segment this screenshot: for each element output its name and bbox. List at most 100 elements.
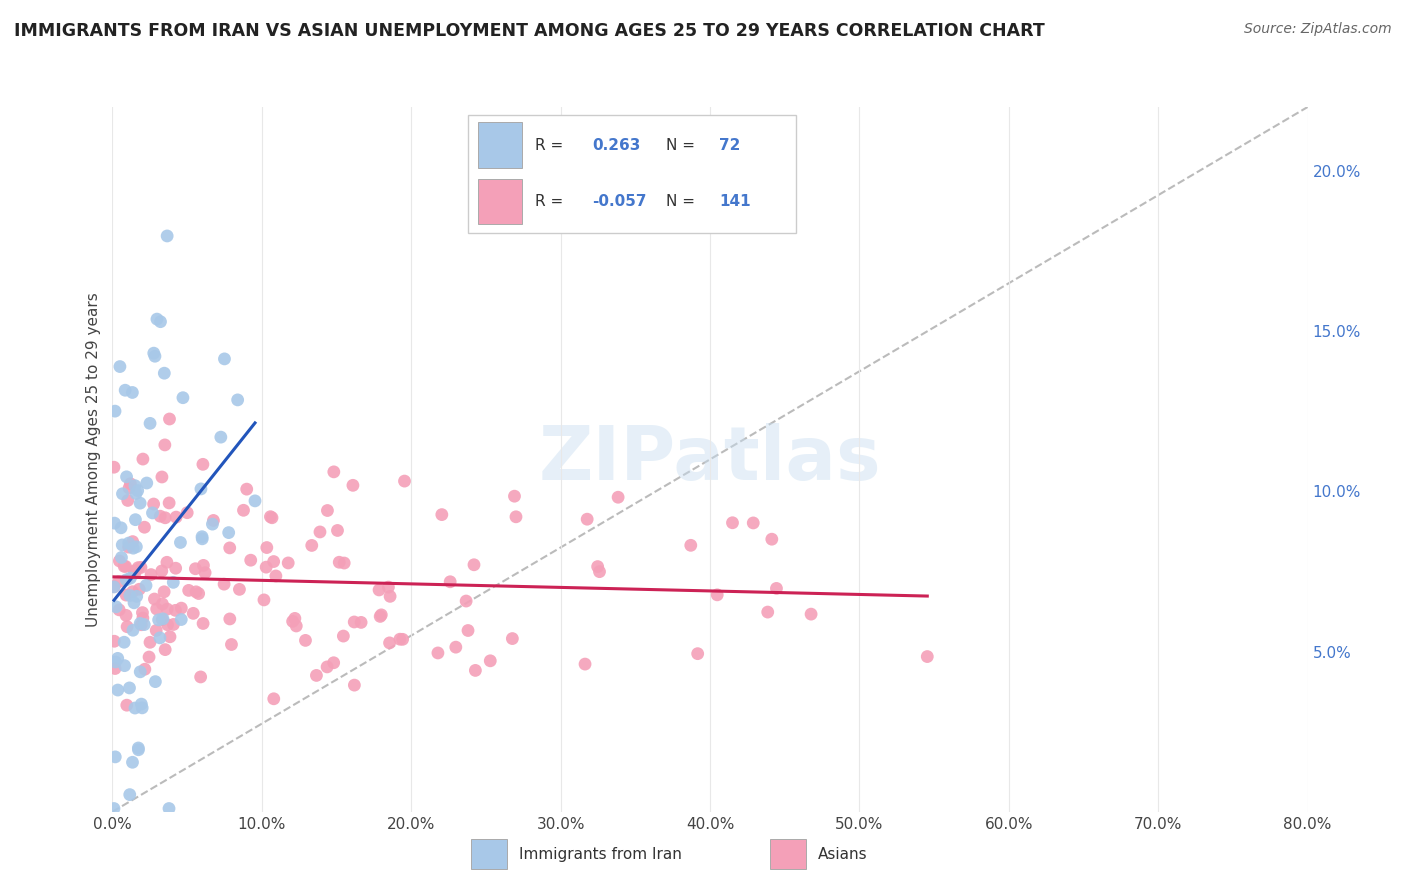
Point [138,650,160,665]
Point [124,564,146,578]
Point [378,636,401,650]
Point [457,624,479,638]
Point [110,521,132,535]
Point [107,651,129,665]
Point [181,607,204,621]
Point [118,788,141,802]
Point [118,681,141,695]
Point [277,556,299,570]
Point [191,458,214,472]
Point [150,564,173,578]
Point [142,497,165,511]
Point [132,452,155,467]
Point [218,612,240,626]
Point [170,601,193,615]
Point [260,510,283,524]
Point [343,615,366,629]
Point [333,556,356,570]
Point [256,541,278,555]
Point [232,503,254,517]
Point [226,392,249,407]
Point [176,506,198,520]
Point [201,517,224,532]
Point [122,541,145,556]
Point [117,540,139,554]
Point [153,366,176,380]
Point [134,662,156,676]
Point [439,574,461,589]
Point [108,359,131,374]
Point [125,486,148,500]
Point [243,494,266,508]
Point [150,613,173,627]
Point [309,524,332,539]
Point [111,487,134,501]
Point [146,312,169,326]
Point [209,430,232,444]
Point [115,588,138,602]
Point [191,530,214,544]
Point [162,575,184,590]
Point [135,578,157,592]
Point [104,404,127,418]
Point [139,567,162,582]
Point [159,412,181,426]
Point [111,538,134,552]
Point [150,470,173,484]
Point [576,512,599,526]
Point [170,613,193,627]
Point [187,586,209,600]
Point [193,558,215,573]
Point [142,346,165,360]
Point [501,632,523,646]
Point [124,513,146,527]
Point [122,624,145,638]
Point [121,584,143,599]
Point [378,590,401,604]
Point [157,801,180,815]
Point [145,602,167,616]
Point [127,743,149,757]
Y-axis label: Unemployment Among Ages 25 to 29 years: Unemployment Among Ages 25 to 29 years [86,292,101,627]
Text: ZIPatlas: ZIPatlas [538,423,882,496]
Point [742,516,765,530]
Point [305,668,328,682]
Point [149,509,172,524]
Point [125,540,148,554]
Point [115,620,138,634]
Point [118,536,141,550]
Point [118,589,141,603]
Point [103,460,125,475]
Point [505,509,527,524]
Point [131,697,153,711]
Point [184,584,207,599]
Point [586,559,609,574]
Point [112,635,135,649]
Point [125,590,148,604]
Point [221,638,243,652]
Point [152,612,174,626]
Point [426,646,449,660]
Point [129,665,152,679]
Point [172,391,194,405]
Point [104,661,127,675]
Point [115,608,138,623]
Point [153,510,176,524]
Point [112,559,135,574]
Point [285,619,308,633]
Point [391,632,413,647]
Point [153,642,176,657]
Point [212,577,235,591]
Point [194,566,217,580]
Point [103,516,125,530]
Point [131,606,153,620]
Point [456,594,478,608]
Point [706,588,728,602]
Point [131,617,153,632]
Point [253,593,276,607]
Point [322,465,344,479]
Point [284,611,307,625]
Point [131,701,153,715]
Point [463,558,485,572]
Point [134,617,156,632]
